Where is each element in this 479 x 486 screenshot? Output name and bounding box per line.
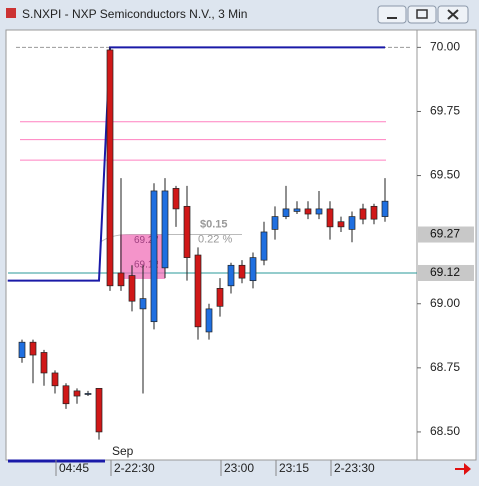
candle-body bbox=[205, 308, 213, 333]
range-line bbox=[7, 46, 385, 282]
measure-pct: 0.22 % bbox=[198, 233, 232, 245]
candle-body bbox=[249, 257, 257, 282]
candle-body bbox=[117, 272, 125, 287]
candle-body bbox=[40, 352, 48, 374]
candle-body bbox=[161, 190, 169, 269]
minimize-button[interactable] bbox=[377, 5, 407, 24]
price-label-box bbox=[418, 226, 474, 243]
measure-to: 69.12 bbox=[134, 260, 159, 271]
maximize-button[interactable] bbox=[407, 5, 437, 24]
candle-body bbox=[238, 264, 246, 279]
candle-body bbox=[326, 208, 334, 228]
candle-body bbox=[227, 264, 235, 287]
candle-body bbox=[139, 298, 147, 310]
x-tick-label: 23:15 bbox=[279, 461, 309, 475]
candle-body bbox=[29, 341, 37, 356]
candle-body bbox=[271, 216, 279, 230]
x-tick-label: 2-22:30 bbox=[114, 461, 155, 475]
y-tick-label: 69.75 bbox=[430, 104, 460, 118]
window-buttons[interactable] bbox=[377, 5, 469, 24]
candle-body bbox=[359, 208, 367, 220]
measure-line bbox=[99, 234, 242, 243]
candle-body bbox=[381, 200, 389, 217]
candle-body bbox=[62, 385, 70, 405]
y-tick-label: 70.00 bbox=[430, 40, 460, 54]
candle-body bbox=[18, 341, 26, 358]
x-tick-label: 04:45 bbox=[59, 461, 89, 475]
x-tick-label: 23:00 bbox=[224, 461, 254, 475]
candle-body bbox=[293, 208, 301, 212]
window-title: S.NXPI - NXP Semiconductors N.V., 3 Min bbox=[22, 7, 247, 21]
app-icon bbox=[6, 8, 16, 18]
candle-body bbox=[128, 275, 136, 302]
candle-body bbox=[337, 221, 345, 228]
candle-body bbox=[51, 372, 59, 387]
candle-body bbox=[150, 190, 158, 323]
candle-body bbox=[172, 188, 180, 210]
candle-body bbox=[260, 231, 268, 261]
candle-body bbox=[315, 208, 323, 215]
y-tick-label: 68.75 bbox=[430, 360, 460, 374]
month-label: Sep bbox=[112, 444, 134, 458]
measure-from: 69.27 bbox=[134, 235, 159, 246]
candle-body bbox=[304, 208, 312, 215]
candle-body bbox=[282, 208, 290, 217]
price-label: 69.27 bbox=[430, 227, 460, 241]
candle-body bbox=[183, 205, 191, 258]
x-tick-label: 2-23:30 bbox=[334, 461, 375, 475]
candle-body bbox=[84, 393, 92, 395]
candle-body bbox=[370, 205, 378, 220]
measure-change: $0.15 bbox=[200, 218, 228, 230]
candle-body bbox=[95, 387, 103, 433]
price-label-box bbox=[418, 264, 474, 281]
chart-panel bbox=[5, 29, 477, 461]
candle-body bbox=[106, 49, 114, 287]
candle-body bbox=[348, 216, 356, 230]
candle-body bbox=[194, 254, 202, 328]
y-tick-label: 68.50 bbox=[430, 424, 460, 438]
y-tick-label: 69.50 bbox=[430, 168, 460, 182]
candle-body bbox=[216, 288, 224, 307]
y-tick-label: 69.00 bbox=[430, 296, 460, 310]
price-label: 69.12 bbox=[430, 265, 460, 279]
candle-body bbox=[73, 390, 81, 397]
scroll-arrow[interactable] bbox=[455, 463, 471, 475]
